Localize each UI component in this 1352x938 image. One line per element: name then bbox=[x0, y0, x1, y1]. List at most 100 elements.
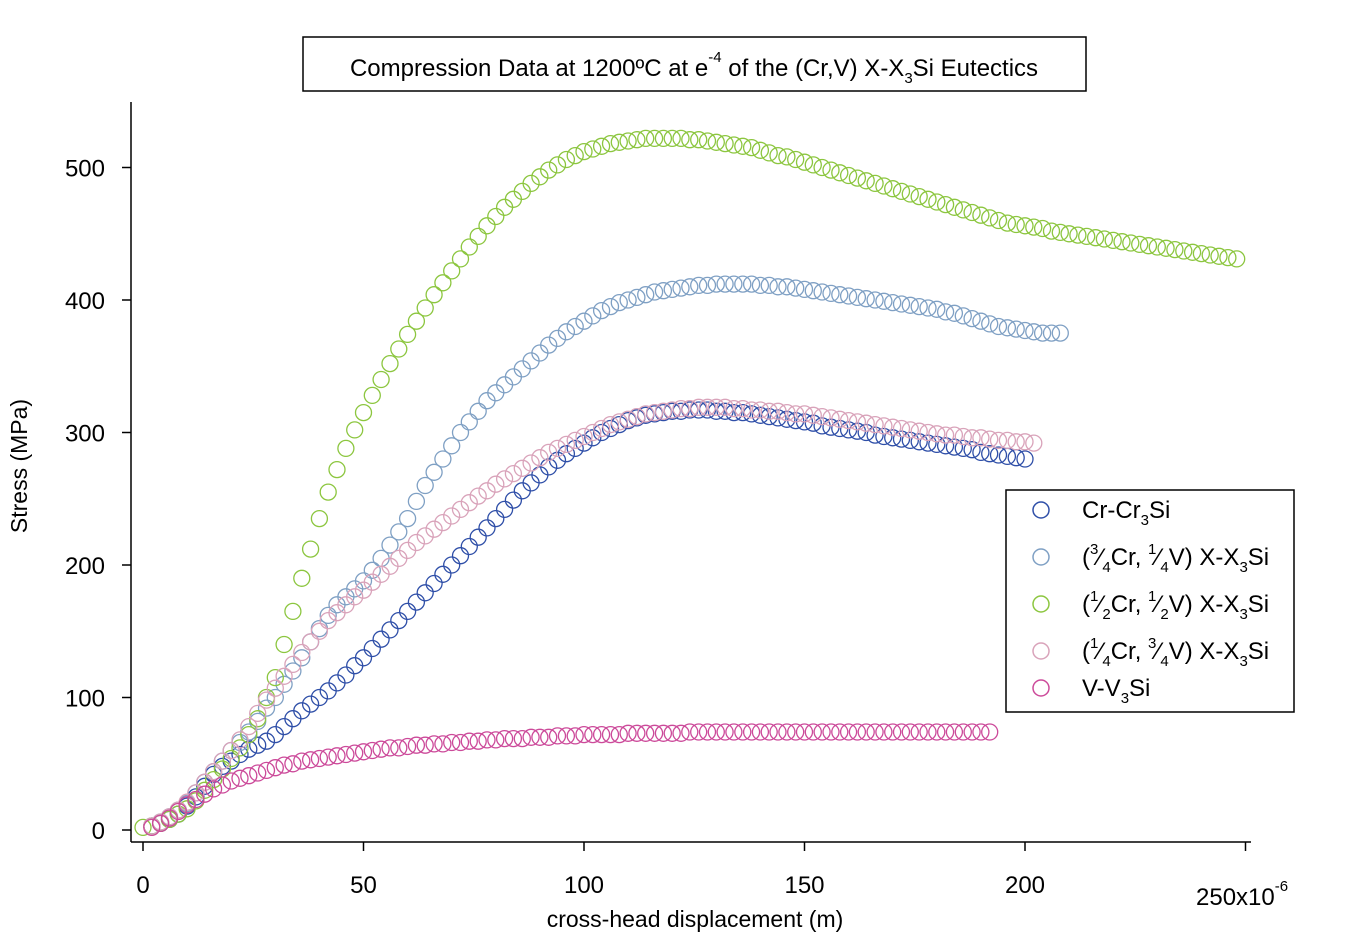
data-point bbox=[469, 402, 487, 420]
axes bbox=[130, 102, 1251, 843]
data-point bbox=[866, 291, 884, 309]
data-point bbox=[540, 728, 558, 746]
data-point bbox=[1113, 233, 1131, 251]
data-point bbox=[240, 725, 258, 744]
data-point bbox=[954, 439, 972, 458]
data-point bbox=[822, 723, 840, 741]
data-point bbox=[787, 279, 805, 297]
data-point bbox=[407, 492, 426, 511]
data-point bbox=[434, 274, 452, 292]
data-point bbox=[989, 431, 1008, 450]
data-point bbox=[1069, 226, 1087, 244]
data-point bbox=[857, 290, 875, 308]
x-tick-label: 0 bbox=[136, 872, 149, 899]
data-point bbox=[460, 537, 478, 556]
data-point bbox=[742, 723, 761, 741]
data-point bbox=[398, 602, 417, 621]
data-point bbox=[372, 370, 390, 389]
data-point bbox=[451, 250, 470, 268]
data-point bbox=[972, 312, 990, 330]
data-point bbox=[681, 278, 699, 296]
data-point bbox=[443, 507, 461, 525]
data-point bbox=[231, 769, 249, 787]
data-point bbox=[548, 156, 567, 174]
data-point bbox=[725, 723, 743, 741]
data-point bbox=[1042, 222, 1061, 240]
data-point bbox=[346, 588, 364, 606]
x-axis-title: cross-head displacement (m) bbox=[547, 906, 844, 932]
data-point bbox=[875, 417, 893, 435]
data-point bbox=[443, 437, 461, 455]
data-point bbox=[548, 439, 567, 458]
data-point bbox=[901, 296, 919, 314]
data-point bbox=[769, 278, 787, 296]
data-point bbox=[1139, 237, 1158, 255]
data-point bbox=[346, 744, 364, 762]
data-point bbox=[954, 427, 972, 446]
data-point bbox=[707, 398, 725, 416]
legend-box bbox=[1005, 489, 1295, 713]
data-point bbox=[310, 509, 329, 528]
data-point bbox=[839, 287, 858, 305]
y-tick-label: 100 bbox=[65, 686, 105, 713]
data-point bbox=[363, 639, 381, 658]
data-point bbox=[1007, 320, 1025, 338]
data-point bbox=[707, 402, 725, 420]
data-point bbox=[390, 611, 408, 630]
data-point bbox=[275, 635, 293, 654]
data-point bbox=[284, 602, 302, 621]
data-point bbox=[1175, 242, 1193, 260]
x-tick-label: 50 bbox=[350, 872, 377, 899]
data-point bbox=[204, 763, 223, 781]
data-point bbox=[672, 279, 690, 297]
data-point bbox=[398, 737, 417, 756]
data-point bbox=[249, 764, 267, 782]
data-point bbox=[407, 533, 426, 552]
data-point bbox=[637, 405, 655, 423]
data-point bbox=[301, 540, 320, 558]
data-point bbox=[681, 399, 699, 418]
data-point bbox=[804, 156, 822, 174]
data-point bbox=[487, 207, 505, 226]
data-point bbox=[487, 509, 505, 528]
data-point bbox=[381, 739, 399, 757]
data-point bbox=[566, 317, 584, 336]
data-point bbox=[557, 445, 576, 463]
data-point bbox=[787, 723, 805, 741]
data-point bbox=[831, 723, 849, 741]
legend-marker bbox=[1032, 642, 1050, 660]
data-point bbox=[698, 723, 717, 741]
data-point bbox=[787, 150, 805, 169]
data-point bbox=[839, 411, 858, 430]
data-point bbox=[293, 569, 311, 587]
x-tick-label: 150 bbox=[784, 872, 824, 899]
data-point bbox=[813, 407, 831, 426]
data-point bbox=[698, 132, 717, 150]
legend-marker bbox=[1032, 548, 1050, 566]
data-point bbox=[769, 146, 787, 165]
data-point bbox=[1131, 235, 1149, 254]
data-point bbox=[257, 732, 276, 750]
data-point bbox=[628, 288, 646, 307]
legend-entry-cr: Cr-Cr3Si bbox=[1032, 497, 1170, 529]
data-point bbox=[936, 437, 955, 455]
y-tick-label: 300 bbox=[65, 421, 105, 448]
data-point bbox=[469, 732, 487, 750]
data-point bbox=[575, 725, 593, 744]
data-point bbox=[610, 293, 628, 312]
data-point bbox=[742, 275, 761, 293]
data-point bbox=[813, 723, 831, 741]
data-point bbox=[981, 315, 999, 333]
data-point bbox=[196, 785, 214, 803]
data-point bbox=[716, 723, 734, 741]
data-point bbox=[751, 406, 770, 424]
data-point bbox=[619, 724, 637, 742]
data-point bbox=[495, 729, 514, 748]
data-point bbox=[425, 574, 443, 593]
data-point bbox=[354, 743, 373, 761]
data-point bbox=[204, 770, 223, 789]
data-point bbox=[619, 410, 637, 428]
data-point bbox=[998, 319, 1017, 337]
data-point bbox=[319, 748, 337, 766]
data-point bbox=[1210, 247, 1228, 265]
